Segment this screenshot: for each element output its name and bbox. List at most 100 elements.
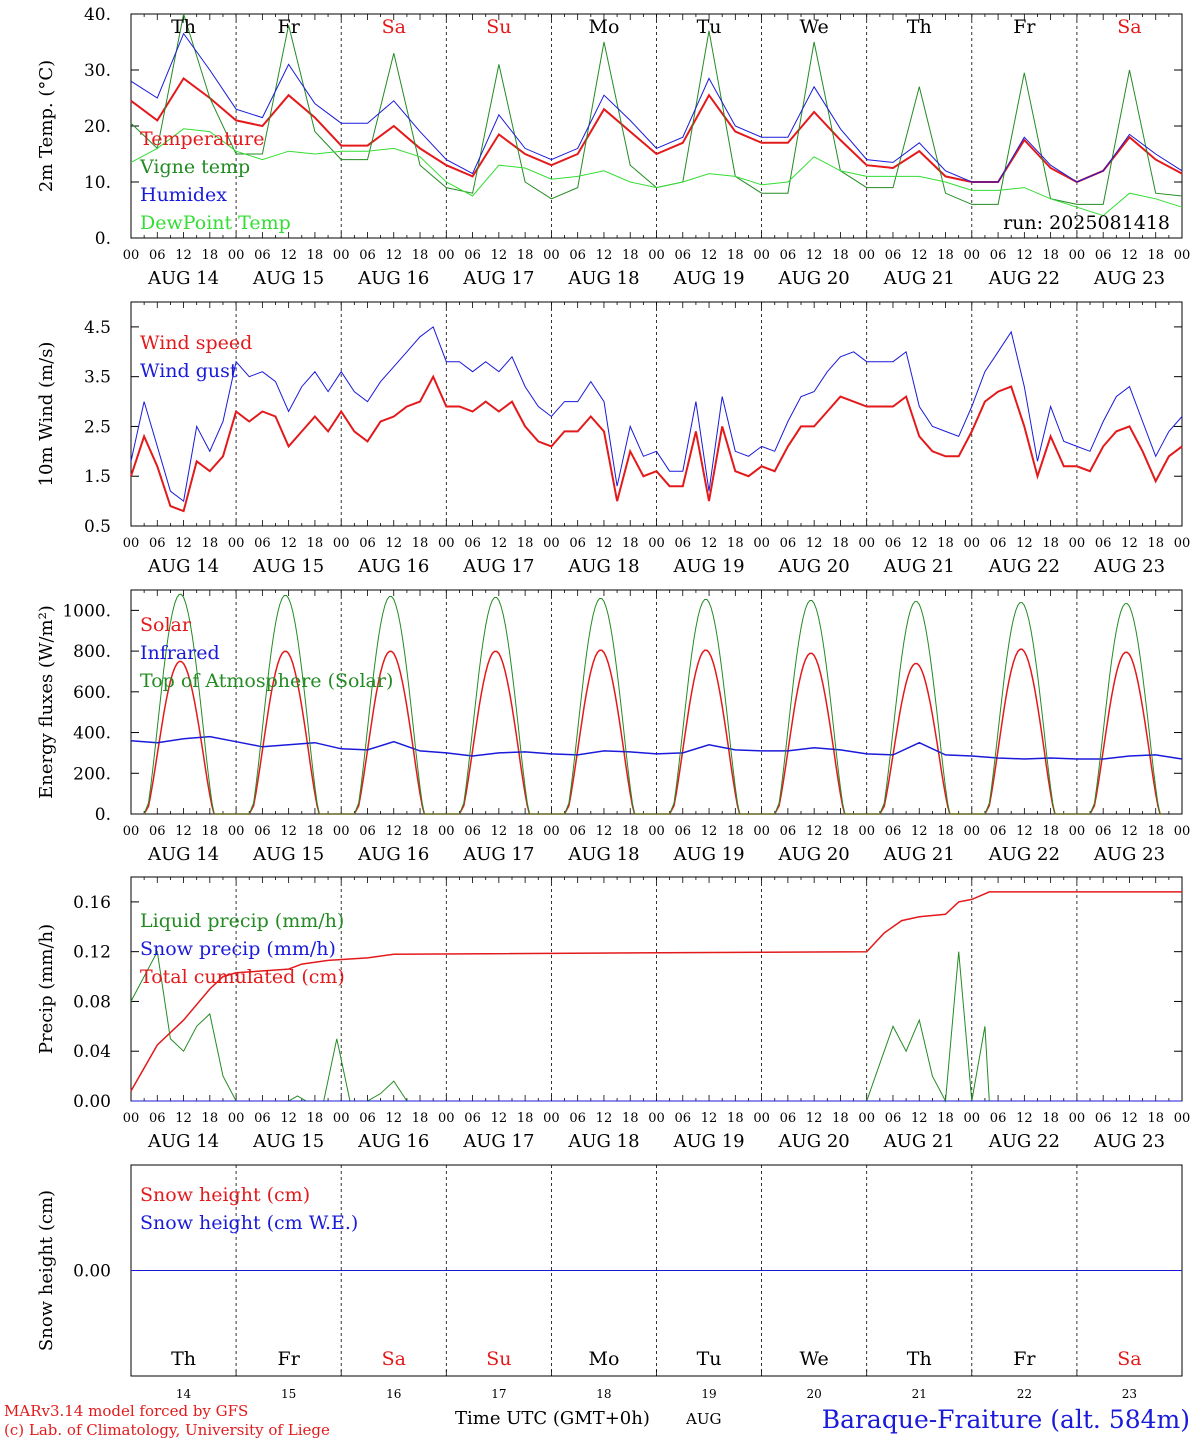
date-label: AUG 20 <box>778 556 850 577</box>
hour-tick-label: 00 <box>648 536 665 551</box>
y-tick-label: 400. <box>73 724 111 744</box>
date-label: AUG 15 <box>252 268 324 289</box>
day-letter: Fr <box>278 16 301 38</box>
hour-tick-label: 00 <box>858 824 875 839</box>
bottom-day-letter: Sa <box>1117 1348 1141 1370</box>
hour-tick-label: 18 <box>937 824 954 839</box>
hour-tick-label: 18 <box>1147 824 1164 839</box>
hour-tick-label: 06 <box>780 1111 797 1126</box>
hour-tick-label: 06 <box>990 536 1007 551</box>
series-line-total-cumulated-cm- <box>130 891 1182 1092</box>
hour-tick-label: 06 <box>464 248 481 263</box>
hour-tick-label: 12 <box>701 824 718 839</box>
hour-tick-label: 06 <box>464 1111 481 1126</box>
date-label: AUG 14 <box>147 844 219 865</box>
hour-tick-label: 06 <box>464 536 481 551</box>
date-label: AUG 23 <box>1093 268 1165 289</box>
bottom-day-number: 18 <box>596 1387 611 1401</box>
legend-entry: Snow precip (mm/h) <box>140 938 336 960</box>
hour-tick-label: 12 <box>806 824 823 839</box>
date-label: AUG 22 <box>988 556 1060 577</box>
hour-tick-label: 00 <box>648 1111 665 1126</box>
hour-tick-label: 00 <box>1069 536 1086 551</box>
date-label: AUG 21 <box>883 556 955 577</box>
date-label: AUG 18 <box>567 268 639 289</box>
y-tick-label: 200. <box>73 764 111 784</box>
hour-tick-label: 06 <box>675 536 692 551</box>
hour-tick-label: 00 <box>1174 248 1191 263</box>
hour-tick-label: 12 <box>1121 536 1138 551</box>
hour-tick-label: 18 <box>1042 248 1059 263</box>
y-tick-label: 0.5 <box>84 517 111 537</box>
date-label: AUG 14 <box>147 556 219 577</box>
hour-tick-label: 06 <box>780 824 797 839</box>
hour-tick-label: 06 <box>1095 536 1112 551</box>
legend-entry: Snow height (cm) <box>140 1184 310 1206</box>
hour-tick-label: 00 <box>543 536 560 551</box>
y-tick-label: 10. <box>84 173 111 193</box>
hour-tick-label: 06 <box>464 824 481 839</box>
y-tick-label: 0.16 <box>73 893 111 913</box>
bottom-day-letter: Th <box>907 1348 932 1370</box>
bottom-day-letter: Su <box>486 1348 511 1370</box>
hour-tick-label: 06 <box>254 248 271 263</box>
date-label: AUG 21 <box>883 844 955 865</box>
hour-tick-label: 06 <box>675 1111 692 1126</box>
series-line-infrared <box>130 735 1183 760</box>
hour-tick-label: 06 <box>569 248 586 263</box>
date-label: AUG 14 <box>147 268 219 289</box>
panel-3: 00 06 12 18 00 06 12 18 00 06 12 18 00 06 12 18 00 06 12 18… <box>36 589 1190 865</box>
date-label: AUG 17 <box>462 844 534 865</box>
run-annotation: run: 2025081418 <box>1003 212 1170 234</box>
bottom-day-number: 17 <box>491 1387 506 1401</box>
y-tick-label: 0.08 <box>73 992 111 1012</box>
date-label: AUG 17 <box>462 1131 534 1152</box>
y-tick-label: 0.00 <box>73 1262 111 1282</box>
hour-tick-label: 00 <box>543 824 560 839</box>
hour-tick-label: 00 <box>858 248 875 263</box>
hour-tick-label: 18 <box>1042 536 1059 551</box>
hour-tick-label: 06 <box>359 1111 376 1126</box>
panel-5: 0.00 Snow height (cm) Snow height (cm) Snow… <box>36 1164 1183 1377</box>
y-axis-label: Precip (mm/h) <box>36 924 57 1054</box>
hour-tick-label: 06 <box>780 248 797 263</box>
hour-tick-label: 18 <box>727 824 744 839</box>
date-label: AUG 20 <box>778 268 850 289</box>
panel-frame <box>130 301 1183 527</box>
legend-entry: Top of Atmosphere (Solar) <box>140 670 393 692</box>
bottom-day-letter: Mo <box>588 1348 619 1370</box>
bottom-day-letter: We <box>800 1348 829 1370</box>
hour-tick-label: 12 <box>911 824 928 839</box>
hour-tick-label: 12 <box>280 1111 297 1126</box>
date-label: AUG 20 <box>778 1131 850 1152</box>
hour-tick-label: 12 <box>911 1111 928 1126</box>
hour-tick-label: 00 <box>123 248 140 263</box>
hour-tick-label: 00 <box>123 824 140 839</box>
hour-tick-label: 18 <box>307 824 324 839</box>
hour-tick-label: 18 <box>307 248 324 263</box>
hour-tick-label: 18 <box>622 1111 639 1126</box>
hour-tick-label: 06 <box>885 824 902 839</box>
date-label: AUG 22 <box>988 1131 1060 1152</box>
hour-tick-label: 12 <box>175 248 192 263</box>
hour-tick-label: 00 <box>753 1111 770 1126</box>
y-tick-label: 30. <box>84 61 111 81</box>
date-label: AUG 23 <box>1093 844 1165 865</box>
date-label: AUG 23 <box>1093 556 1165 577</box>
hour-tick-label: 12 <box>1016 248 1033 263</box>
hour-tick-label: 06 <box>1095 248 1112 263</box>
y-tick-label: 0. <box>95 229 111 249</box>
hour-tick-label: 18 <box>832 824 849 839</box>
date-label: AUG 17 <box>462 268 534 289</box>
hour-tick-label: 12 <box>491 1111 508 1126</box>
y-axis-label: 2m Temp. (°C) <box>36 60 57 192</box>
hour-tick-label: 06 <box>990 824 1007 839</box>
date-label: AUG 17 <box>462 556 534 577</box>
legend-entry: Vigne temp <box>139 156 250 178</box>
hour-tick-label: 18 <box>727 1111 744 1126</box>
legend-entry: Solar <box>140 614 192 636</box>
hour-tick-label: 06 <box>149 248 166 263</box>
hour-tick-label: 18 <box>1147 536 1164 551</box>
bottom-day-number: 20 <box>807 1387 822 1401</box>
panel-frame <box>130 13 1183 239</box>
